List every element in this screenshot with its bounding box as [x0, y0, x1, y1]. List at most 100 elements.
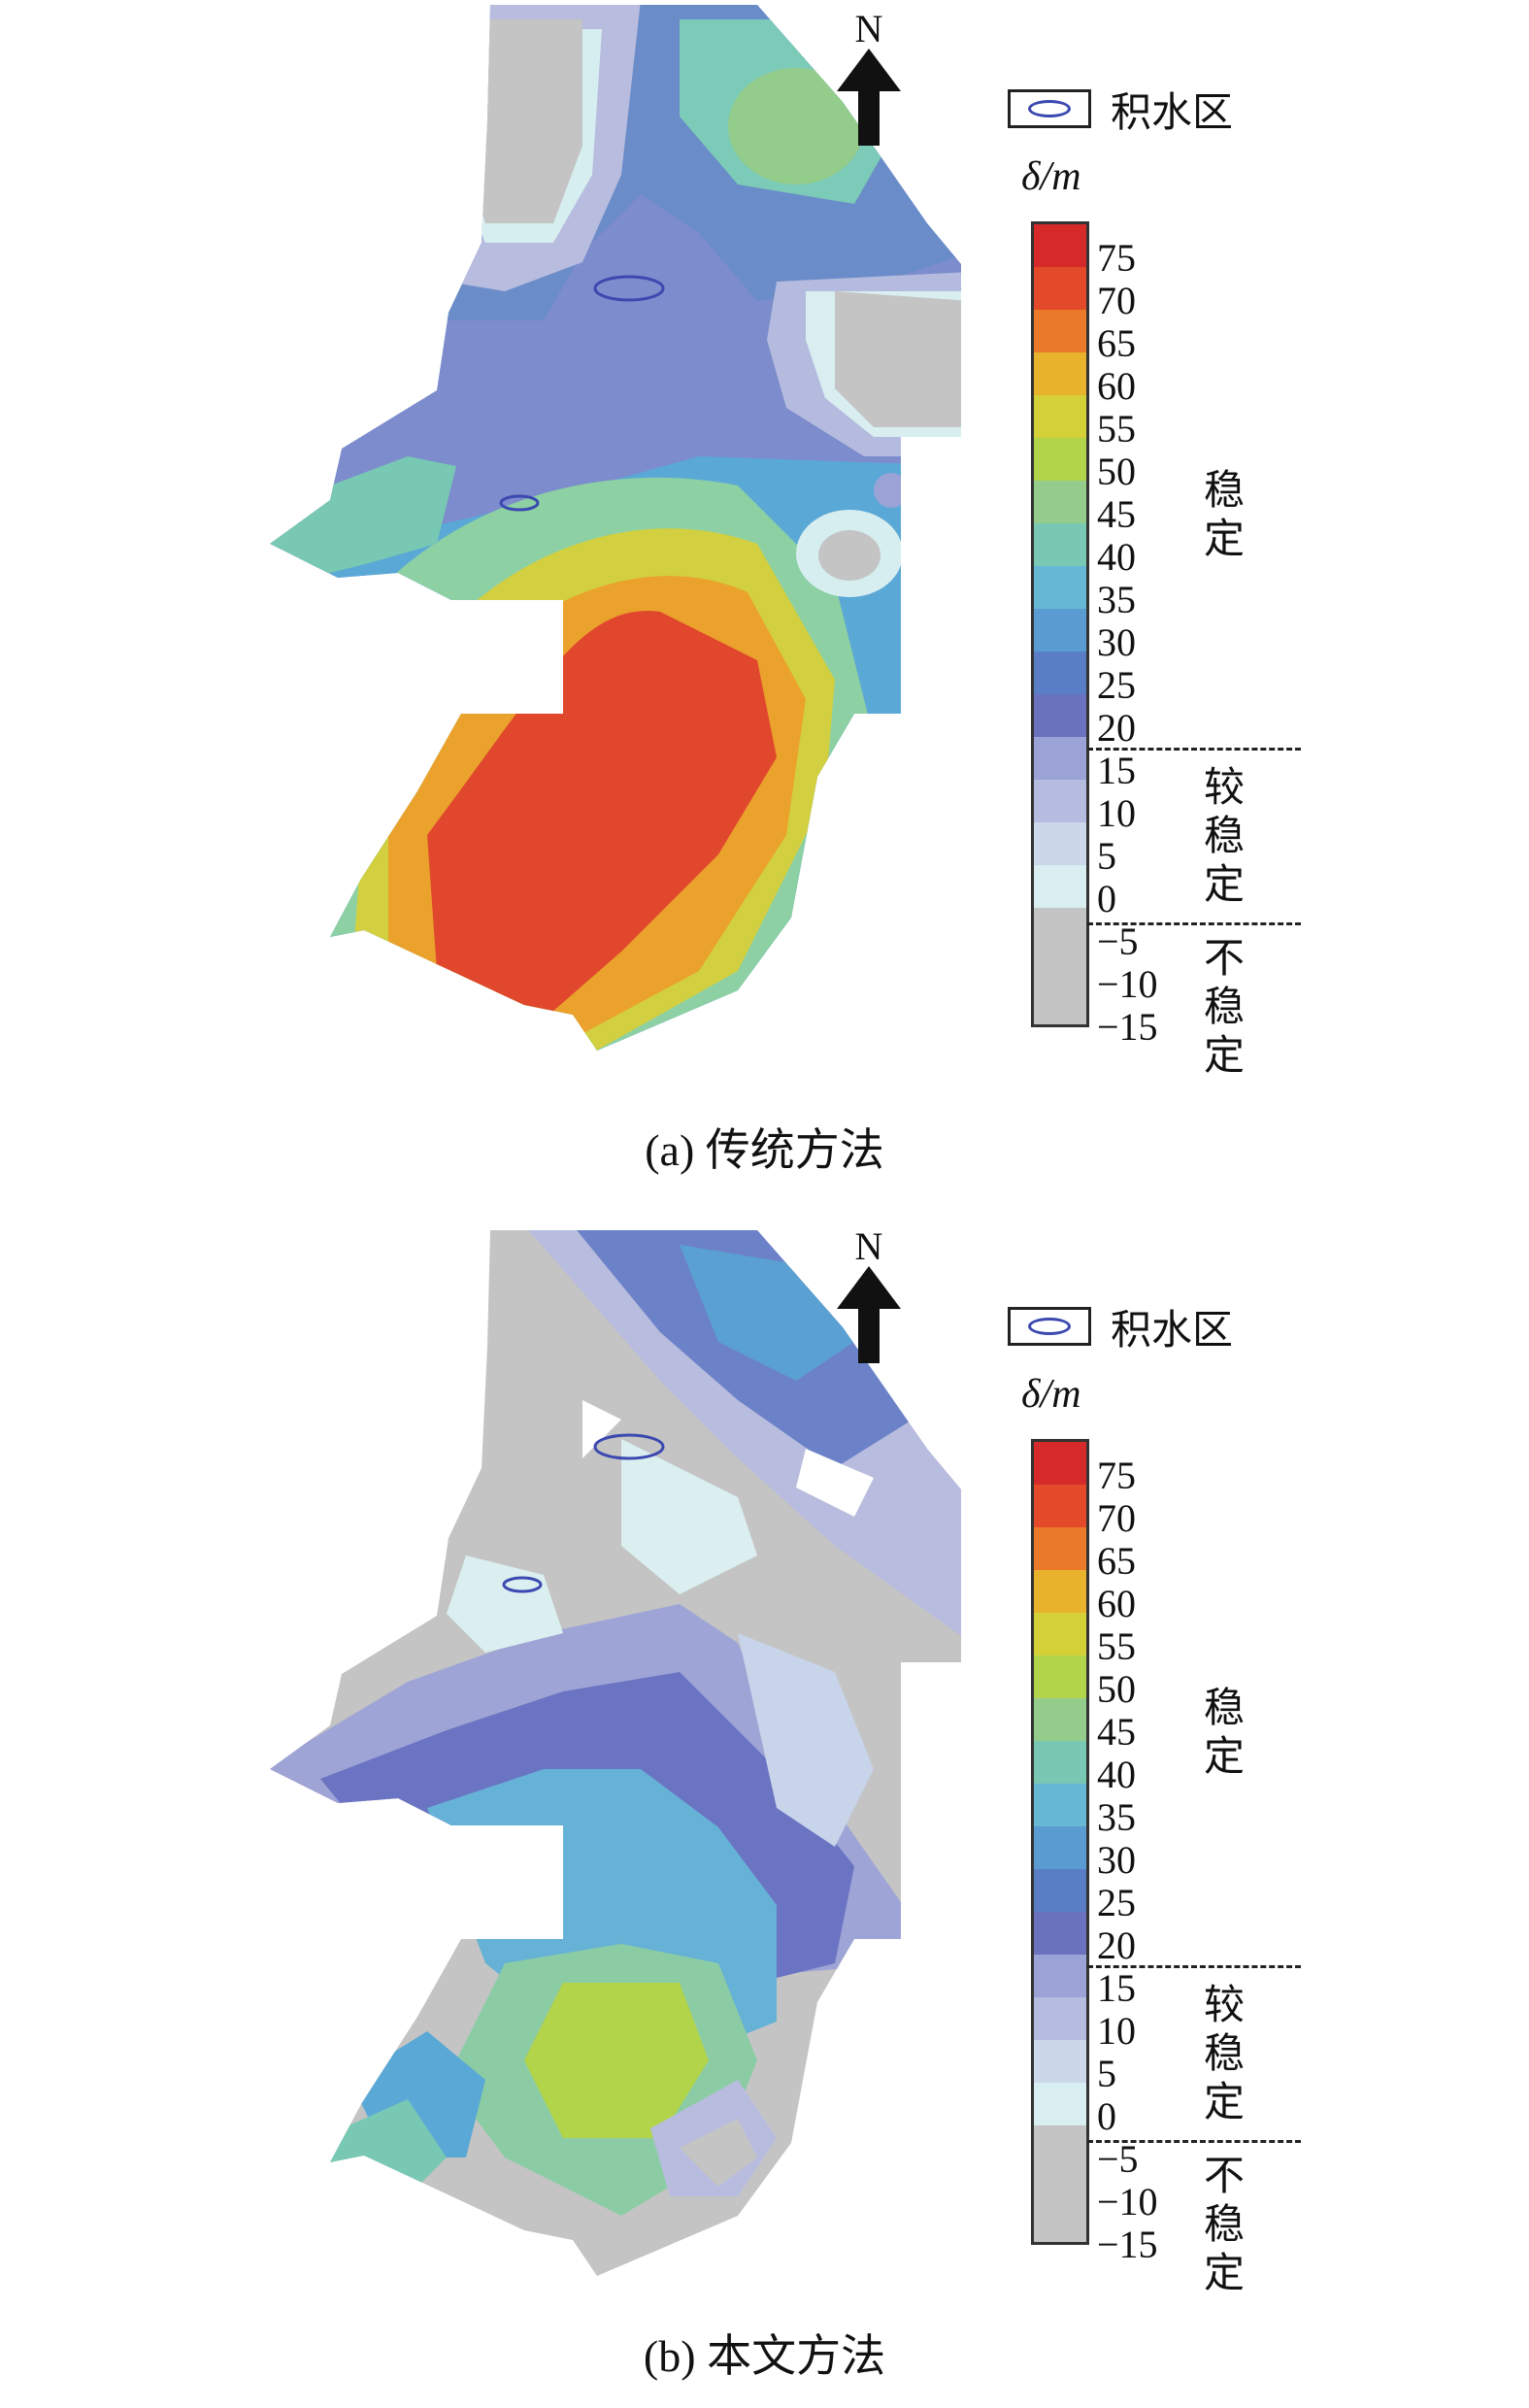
tick-label: 15 — [1097, 1966, 1136, 2010]
stability-map-a — [270, 5, 961, 1051]
tick-label: 40 — [1097, 1753, 1136, 1796]
water-legend: 积水区 — [1008, 1297, 1233, 1355]
band-5 — [1034, 2040, 1086, 2083]
unit-label: δ/m — [1021, 1371, 1081, 1418]
tick-label: 35 — [1097, 578, 1136, 621]
category-relatively-stable: 较稳定 — [1203, 763, 1245, 908]
band-0 — [1034, 865, 1086, 908]
tick-label: 0 — [1097, 2094, 1116, 2138]
band-25 — [1034, 652, 1086, 694]
water-zone-symbol-icon — [1008, 89, 1091, 128]
color-scale — [1031, 1439, 1089, 2245]
tick-label: 45 — [1097, 492, 1136, 536]
stability-map-b — [270, 1230, 961, 2276]
caption-label: (a) — [645, 1125, 695, 1175]
water-legend-label: 积水区 — [1111, 1305, 1234, 1354]
band-5 — [1034, 822, 1086, 865]
tick-label: 55 — [1097, 407, 1136, 451]
tick-label: 70 — [1097, 279, 1136, 322]
tick-label: 50 — [1097, 1667, 1136, 1711]
band-negative — [1034, 908, 1086, 1024]
water-zone-symbol-icon — [1008, 1307, 1091, 1346]
divider-unstable — [1087, 2140, 1301, 2143]
tick-label: 10 — [1097, 791, 1136, 835]
band-40 — [1034, 1741, 1086, 1784]
water-zone-b1 — [593, 1433, 665, 1460]
color-scale — [1031, 221, 1089, 1027]
tick-label: 45 — [1097, 1710, 1136, 1754]
band-60 — [1034, 1570, 1086, 1613]
tick-label: −5 — [1097, 2137, 1139, 2181]
tick-label: −15 — [1097, 1005, 1158, 1049]
north-arrow: N — [835, 10, 903, 150]
caption-b: (b) 本文方法 — [0, 2321, 1529, 2385]
category-relatively-stable: 较稳定 — [1203, 1981, 1245, 2125]
tick-label: 75 — [1097, 1454, 1136, 1497]
category-stable: 稳定 — [1203, 1684, 1245, 1780]
band-55 — [1034, 395, 1086, 438]
band-10 — [1034, 780, 1086, 822]
tick-label: 50 — [1097, 450, 1136, 493]
tick-label: 65 — [1097, 1539, 1136, 1583]
unit-text: δ/m — [1021, 154, 1081, 199]
caption-text: 本文方法 — [707, 2329, 886, 2382]
band-75 — [1034, 1442, 1086, 1485]
tick-label: 40 — [1097, 535, 1136, 579]
band-75 — [1034, 224, 1086, 267]
divider-stable — [1087, 748, 1301, 751]
band-30 — [1034, 1826, 1086, 1869]
band-55 — [1034, 1613, 1086, 1656]
band-15 — [1034, 737, 1086, 780]
tick-label: 60 — [1097, 1582, 1136, 1625]
category-unstable: 不稳定 — [1203, 2152, 1245, 2296]
band-65 — [1034, 310, 1086, 352]
tick-label: 25 — [1097, 1881, 1136, 1924]
band-45 — [1034, 481, 1086, 523]
tick-label: 5 — [1097, 834, 1116, 878]
band-35 — [1034, 1784, 1086, 1826]
tick-label: 30 — [1097, 1838, 1136, 1882]
band-45 — [1034, 1698, 1086, 1741]
tick-label: 35 — [1097, 1795, 1136, 1839]
unit-text: δ/m — [1021, 1372, 1081, 1417]
north-label: N — [854, 1224, 883, 1268]
band-35 — [1034, 566, 1086, 609]
band-15 — [1034, 1955, 1086, 1997]
caption-label: (b) — [643, 2331, 696, 2381]
tick-label: 30 — [1097, 620, 1136, 664]
north-arrow: N — [835, 1227, 903, 1368]
tick-label: 60 — [1097, 364, 1136, 408]
band-65 — [1034, 1527, 1086, 1570]
tick-label: −10 — [1097, 962, 1158, 1006]
water-legend-label: 积水区 — [1111, 87, 1234, 136]
band-30 — [1034, 609, 1086, 652]
tick-label: 10 — [1097, 2009, 1136, 2053]
category-unstable: 不稳定 — [1203, 934, 1245, 1079]
band-0 — [1034, 2083, 1086, 2125]
band-50 — [1034, 1656, 1086, 1698]
water-zone-a1 — [593, 275, 665, 302]
band-20 — [1034, 1912, 1086, 1955]
band-25 — [1034, 1869, 1086, 1912]
tick-label: 5 — [1097, 2052, 1116, 2095]
tick-label: 75 — [1097, 236, 1136, 280]
band-60 — [1034, 352, 1086, 395]
tick-label: 25 — [1097, 663, 1136, 707]
band-40 — [1034, 523, 1086, 566]
band-70 — [1034, 1485, 1086, 1527]
north-label: N — [854, 7, 883, 50]
north-arrow-icon — [837, 49, 901, 146]
north-arrow-icon — [837, 1266, 901, 1363]
tick-label: 20 — [1097, 1923, 1136, 1967]
band-10 — [1034, 1997, 1086, 2040]
unit-label: δ/m — [1021, 153, 1081, 200]
tick-label: −15 — [1097, 2223, 1158, 2266]
tick-label: 20 — [1097, 706, 1136, 750]
category-stable: 稳定 — [1203, 466, 1245, 562]
water-zone-b2 — [502, 1576, 543, 1593]
panel-b: N 积水区 δ/m 75 70 65 60 55 50 45 40 — [0, 1218, 1529, 2408]
caption-text: 传统方法 — [705, 1123, 884, 1176]
band-20 — [1034, 694, 1086, 737]
water-legend: 积水区 — [1008, 80, 1233, 138]
tick-label: −5 — [1097, 920, 1139, 963]
